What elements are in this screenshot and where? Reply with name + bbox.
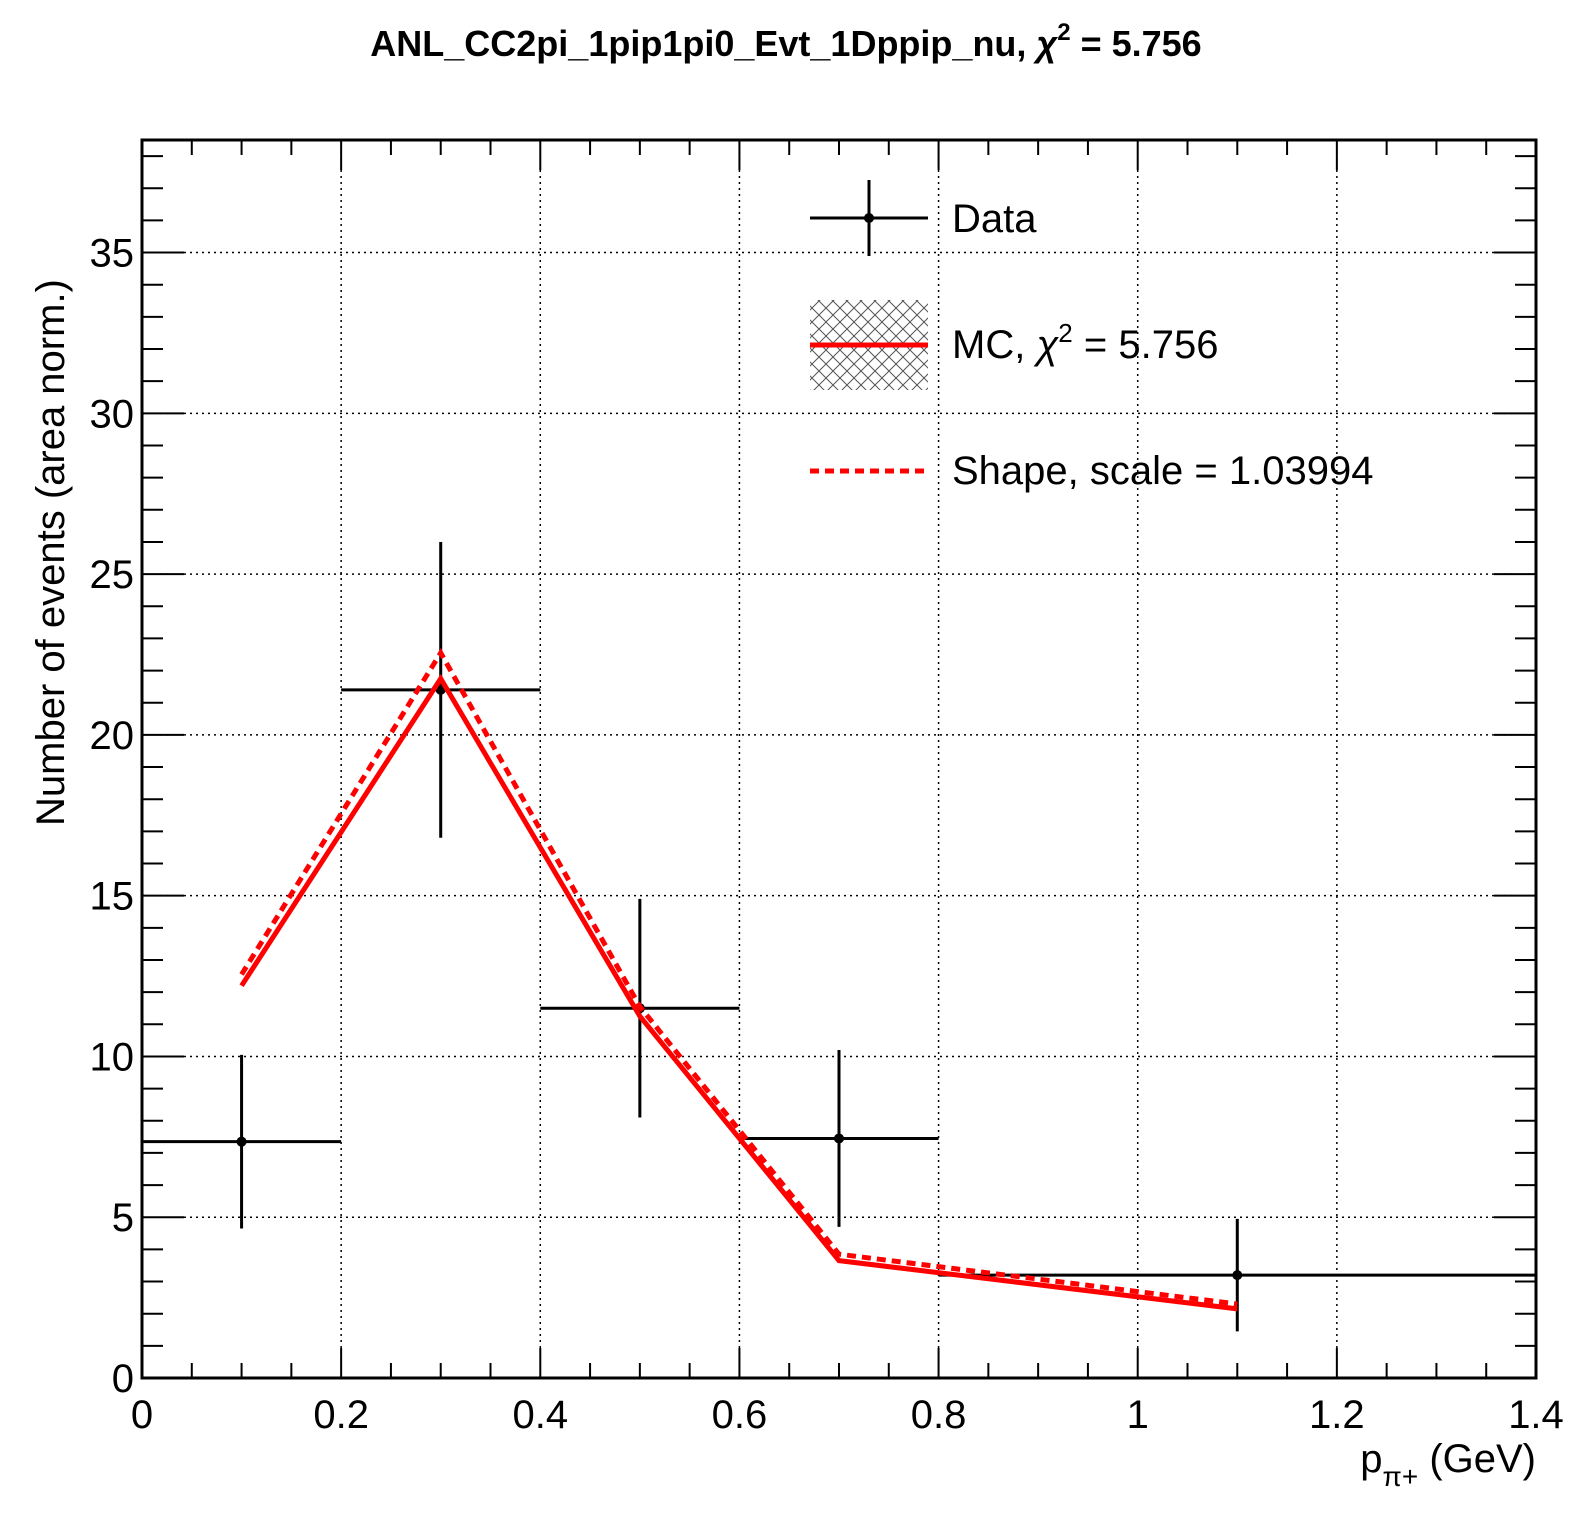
axis-ticks bbox=[141, 140, 1537, 1379]
legend-item-shape: Shape, scale = 1.03994 bbox=[810, 449, 1373, 493]
x-tick-label-2: 0.4 bbox=[512, 1393, 568, 1437]
y-tick-label-7: 35 bbox=[90, 232, 135, 276]
x-tick-label-7: 1.4 bbox=[1508, 1393, 1564, 1437]
chart-title-chi-sup: 2 bbox=[1057, 19, 1070, 46]
y-tick-label-6: 30 bbox=[90, 392, 135, 436]
data-point-3 bbox=[834, 1133, 844, 1144]
x-axis-label-main: p bbox=[1360, 1437, 1382, 1481]
plot-frame bbox=[140, 138, 1538, 1380]
legend-item-mc: MC, χ2 = 5.756 bbox=[810, 300, 1218, 390]
plot-series bbox=[142, 541, 1536, 1332]
shape-line bbox=[239, 647, 1238, 1307]
tick-labels: 0 0.2 0.4 0.6 0.8 1 1.2 1.4 0 5 10 15 20 25 30 35 bbox=[90, 232, 1564, 1437]
legend-item-data: Data bbox=[810, 180, 1037, 256]
x-axis-label-unit: (GeV) bbox=[1418, 1437, 1536, 1481]
legend-mc-label-main: MC, bbox=[952, 323, 1036, 367]
x-tick-label-1: 0.2 bbox=[313, 1393, 369, 1437]
y-tick-label-0: 0 bbox=[112, 1357, 134, 1401]
chart-title-main: ANL_CC2pi_1pip1pi0_Evt_1Dppip_nu, bbox=[370, 23, 1036, 64]
y-tick-label-5: 25 bbox=[90, 553, 135, 597]
x-tick-label-5: 1 bbox=[1127, 1393, 1149, 1437]
x-tick-label-4: 0.8 bbox=[911, 1393, 967, 1437]
legend-mc-label: MC, χ2 = 5.756 bbox=[952, 318, 1218, 367]
y-axis-label: Number of events (area norm.) bbox=[29, 279, 73, 826]
data-point-0 bbox=[236, 1136, 247, 1147]
legend-mc-label-chi: χ bbox=[1033, 323, 1059, 367]
legend: Data MC, χ2 = 5.756 Shape, scale = 1.039… bbox=[810, 180, 1373, 493]
x-tick-label-3: 0.6 bbox=[712, 1393, 768, 1437]
x-axis-label: pπ+ (GeV) bbox=[1360, 1437, 1536, 1492]
y-tick-label-1: 5 bbox=[112, 1196, 134, 1240]
x-axis-label-sub: π+ bbox=[1383, 1461, 1419, 1492]
x-tick-label-0: 0 bbox=[131, 1393, 153, 1437]
legend-data-marker bbox=[864, 213, 874, 223]
x-tick-label-6: 1.2 bbox=[1309, 1393, 1365, 1437]
y-tick-label-3: 15 bbox=[90, 875, 135, 919]
y-tick-label-4: 20 bbox=[90, 714, 135, 758]
chart-title-chi: χ bbox=[1032, 23, 1058, 64]
legend-data-label: Data bbox=[952, 197, 1037, 241]
legend-mc-label-chi-value: = 5.756 bbox=[1073, 323, 1219, 367]
mc-line bbox=[239, 673, 1238, 1312]
legend-shape-label: Shape, scale = 1.03994 bbox=[952, 449, 1373, 493]
chart-title-chi-value: = 5.756 bbox=[1071, 23, 1202, 64]
legend-mc-label-chi-sup: 2 bbox=[1058, 318, 1072, 348]
chart-title: ANL_CC2pi_1pip1pi0_Evt_1Dppip_nu, χ2 = 5… bbox=[370, 19, 1201, 64]
y-tick-label-2: 10 bbox=[90, 1035, 135, 1079]
data-point-4 bbox=[1232, 1270, 1243, 1281]
